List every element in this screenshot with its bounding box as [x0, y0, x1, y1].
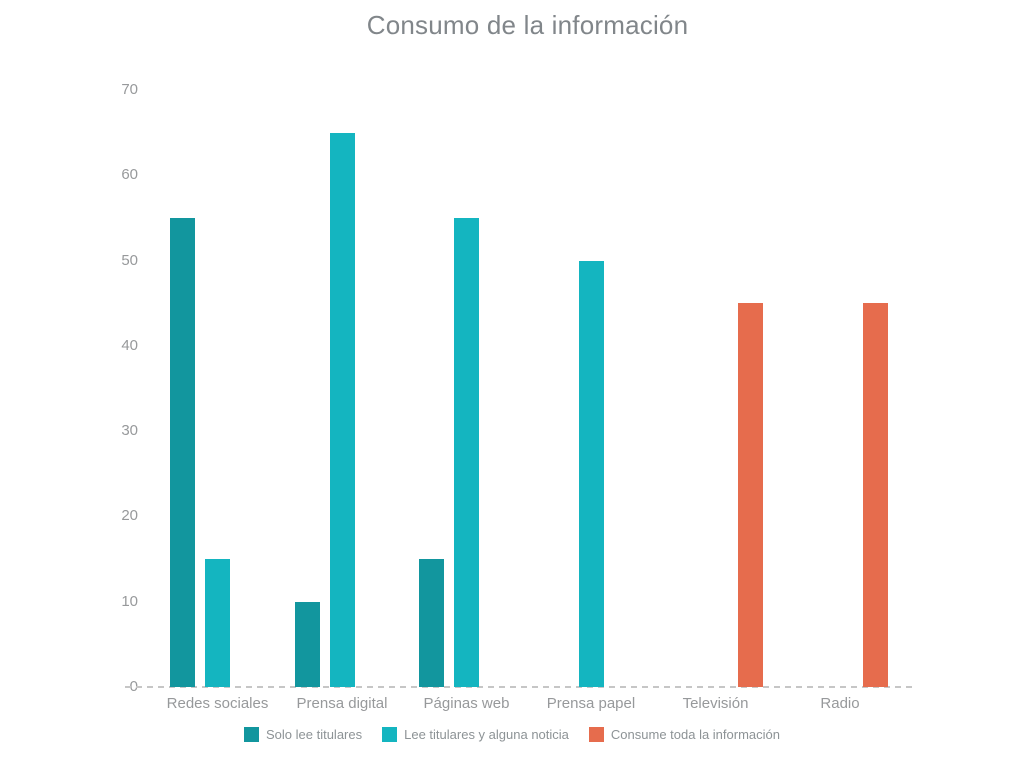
y-axis-tick-label-60: 60	[121, 166, 138, 184]
bar-prensa-papel-lee-titulares-y-alguna-noticia	[578, 260, 604, 687]
legend-swatch-icon	[382, 727, 398, 742]
y-axis-tick-label-40: 40	[121, 336, 138, 354]
legend-label: Lee titulares y alguna noticia	[404, 727, 569, 742]
bar-prensa-digital-lee-titulares-y-alguna-noticia	[329, 132, 355, 687]
x-axis-label-radio: Radio	[820, 695, 860, 712]
legend: Solo lee titulares Lee titulares y alguna…	[0, 727, 1024, 742]
legend-label: Solo lee titulares	[266, 727, 363, 742]
zero-baseline	[125, 686, 915, 688]
bar-paginas-web-lee-titulares-y-alguna-noticia	[454, 217, 479, 687]
y-axis-tick-label-70: 70	[121, 81, 138, 98]
legend-label: Consume toda la información	[610, 727, 780, 742]
legend-item-solo-lee-titulares: Solo lee titulares	[244, 727, 362, 742]
y-axis-tick-label-30: 30	[121, 422, 138, 440]
y-axis-tick-label-20: 20	[121, 507, 138, 525]
bar-paginas-web-solo-lee-titulares	[419, 559, 444, 687]
bar-redes-sociales-lee-titulares-y-alguna-noticia	[205, 559, 230, 687]
x-axis-label-television: Televisión	[682, 695, 749, 712]
x-axis-label-prensa-digital: Prensa digital	[296, 695, 388, 712]
legend-item-lee-titulares-y-alguna-noticia: Lee titulares y alguna noticia	[382, 727, 569, 742]
legend-swatch-icon	[588, 727, 604, 742]
x-axis-label-redes-sociales: Redes sociales	[166, 695, 269, 712]
y-axis-tick-label-50: 50	[121, 251, 138, 269]
bar-redes-sociales-solo-lee-titulares	[170, 217, 195, 687]
y-axis-tick-label-10: 10	[121, 592, 138, 610]
bar-television-consume-toda-la-informacion	[738, 303, 763, 687]
bar-radio-consume-toda-la-informacion	[862, 303, 888, 687]
x-axis-label-paginas-web: Páginas web	[423, 695, 510, 712]
legend-swatch-icon	[244, 727, 259, 742]
chart-title: Consumo de la información	[366, 10, 689, 40]
bar-prensa-digital-solo-lee-titulares	[294, 601, 320, 687]
legend-item-consume-toda-la-informacion: Consume toda la información	[588, 727, 780, 742]
x-axis-label-prensa-papel: Prensa papel	[546, 695, 636, 712]
